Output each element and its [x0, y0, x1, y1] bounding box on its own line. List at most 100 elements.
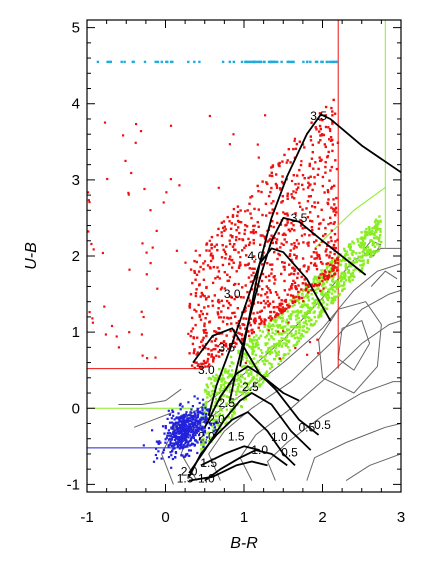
green-point	[211, 393, 214, 396]
blue-point	[196, 397, 199, 400]
blue-point	[198, 421, 201, 424]
red-point	[198, 283, 201, 286]
red-point	[315, 268, 319, 271]
green-point	[245, 364, 248, 368]
red-point	[294, 183, 297, 186]
green-point	[266, 328, 269, 331]
blue-point	[167, 429, 170, 432]
green-point	[264, 342, 267, 345]
blue-point	[200, 441, 203, 444]
green-point	[316, 281, 319, 284]
red-point	[275, 173, 278, 176]
red-point	[252, 331, 255, 334]
blue-point	[170, 466, 173, 469]
green-point	[204, 404, 207, 407]
red-point	[248, 299, 251, 302]
green-point	[215, 373, 218, 377]
red-point	[202, 336, 205, 339]
green-point	[363, 230, 366, 233]
green-point	[360, 268, 363, 271]
red-point	[224, 257, 227, 260]
blue-point	[172, 414, 175, 417]
green-point	[364, 233, 367, 237]
green-point	[288, 328, 291, 331]
cyan-point	[286, 60, 289, 64]
red-point	[277, 162, 280, 166]
red-point	[278, 357, 282, 360]
blue-point	[180, 454, 183, 457]
green-point	[371, 243, 374, 247]
green-point	[335, 282, 339, 286]
green-point	[239, 380, 243, 384]
x-tick-label: 1	[240, 509, 248, 526]
blue-point	[196, 441, 199, 444]
green-point	[277, 324, 280, 327]
red-point	[259, 310, 262, 313]
red-point	[230, 259, 233, 262]
red-point	[293, 269, 296, 273]
green-point	[212, 389, 215, 393]
blue-point	[184, 442, 187, 445]
red-point	[314, 161, 317, 164]
red-point	[154, 356, 157, 359]
red-point	[219, 316, 223, 319]
red-point	[332, 243, 336, 247]
contour-line-8	[345, 453, 401, 482]
blue-point	[207, 427, 211, 430]
cyan-point	[309, 60, 312, 64]
green-point	[290, 313, 293, 316]
cyan-point	[289, 60, 293, 64]
red-point	[297, 242, 300, 245]
green-point	[366, 261, 369, 264]
green-point	[368, 229, 371, 232]
red-point	[274, 182, 278, 186]
green-point	[338, 277, 341, 280]
x-tick-labels: -1 0 1 2 3	[80, 509, 405, 526]
contour-line-10	[133, 411, 174, 428]
red-point	[261, 272, 265, 276]
red-point	[317, 284, 321, 287]
green-point	[297, 331, 301, 334]
red-point	[302, 188, 305, 191]
blue-point	[194, 434, 197, 437]
green-point	[202, 415, 206, 418]
red-point	[277, 296, 281, 299]
red-point	[290, 193, 293, 196]
red-point	[267, 194, 271, 198]
red-point	[245, 317, 248, 320]
green-point	[285, 339, 288, 342]
red-point	[252, 242, 255, 245]
red-point	[253, 321, 257, 325]
red-point	[328, 256, 331, 259]
red-point	[198, 315, 201, 318]
blue-point	[201, 406, 204, 409]
red-point	[287, 321, 290, 324]
red-point	[223, 250, 227, 253]
blue-point	[190, 422, 193, 426]
red-point	[257, 156, 260, 159]
green-point	[238, 378, 242, 381]
red-point	[307, 291, 310, 294]
green-point	[277, 326, 280, 329]
red-point	[300, 221, 304, 224]
green-point	[243, 381, 247, 384]
red-point	[331, 267, 334, 270]
red-point	[283, 309, 286, 312]
red-point	[335, 167, 339, 171]
red-point	[263, 237, 267, 240]
red-point	[197, 363, 200, 366]
green-point	[357, 255, 360, 258]
red-point	[300, 275, 303, 279]
red-point	[301, 183, 304, 187]
green-point	[370, 232, 373, 236]
red-point	[198, 346, 201, 349]
red-point	[130, 171, 133, 175]
green-point	[368, 233, 372, 236]
red-point	[209, 254, 212, 257]
green-point	[366, 251, 369, 254]
red-point	[286, 303, 289, 307]
green-point	[294, 330, 298, 333]
blue-point	[178, 444, 181, 447]
green-point	[333, 285, 336, 289]
red-point	[175, 249, 178, 252]
